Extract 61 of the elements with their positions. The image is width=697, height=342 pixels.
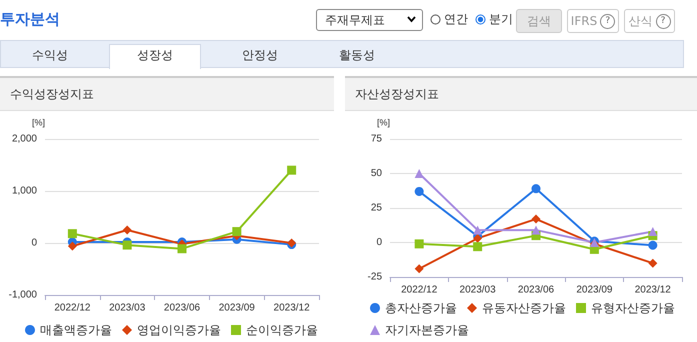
- x-tick-label: 2022/12: [401, 284, 438, 296]
- point: [532, 226, 540, 235]
- help-icon: ?: [656, 14, 670, 28]
- legend-label: 유동자산증가율: [482, 301, 566, 315]
- text: IFRS: [570, 14, 598, 28]
- y-tick-label: -25: [368, 272, 382, 282]
- point: [68, 242, 77, 251]
- legend-label: 유형자산증가율: [591, 301, 675, 315]
- x-tick-label: 2023/12: [634, 284, 672, 296]
- x-tick-label: 2022/12: [54, 302, 91, 314]
- point: [473, 226, 482, 235]
- point: [532, 184, 540, 194]
- x-tick-label: 2023/03: [460, 284, 496, 296]
- y-tick-label: -1,000: [8, 290, 38, 300]
- x-tick-label: 2023/09: [218, 302, 256, 314]
- y-tick-label: 25: [370, 202, 382, 214]
- legend-label: 총자산증가율: [385, 301, 457, 315]
- y-tick-label: 0: [31, 238, 38, 248]
- point: [178, 244, 186, 254]
- y-tick-label: 1,000: [12, 186, 38, 196]
- text: 투자분석: [0, 10, 60, 29]
- y-tick-label: 0: [376, 237, 382, 248]
- text: 주재무제표: [316, 9, 423, 31]
- y-tick-label: 50: [370, 168, 382, 179]
- text: 성장성: [136, 47, 174, 64]
- chart-title: 수익성장성지표: [0, 78, 334, 111]
- text: 안정성: [241, 47, 279, 64]
- y-axis-title: [%]: [32, 118, 45, 128]
- point: [648, 226, 658, 236]
- text: 검색: [516, 9, 562, 33]
- point: [232, 227, 242, 236]
- text: 분기: [489, 11, 513, 28]
- y-axis-title: [%]: [376, 118, 390, 128]
- x-tick-label: 2023/09: [576, 284, 613, 296]
- point: [414, 239, 424, 248]
- x-tick-label: 2023/12: [274, 302, 310, 314]
- text: 활동성: [338, 47, 376, 64]
- chart-title: 자산성장성지표: [345, 78, 697, 111]
- point: [414, 264, 424, 274]
- x-tick-label: 2023/06: [518, 284, 555, 296]
- point: [68, 229, 77, 238]
- y-tick-label: 2,000: [12, 134, 38, 144]
- legend-label: 순이익증가율: [246, 323, 318, 337]
- point: [473, 242, 482, 252]
- point: [648, 258, 658, 268]
- point: [648, 240, 658, 250]
- legend-label: 자기자본증가율: [385, 323, 469, 337]
- text: 수익성: [31, 47, 69, 64]
- text: 연간: [444, 11, 468, 28]
- help-icon: ?: [600, 14, 616, 28]
- point: [122, 240, 132, 250]
- legend-label: 영업이익증가율: [137, 323, 221, 337]
- point: [122, 226, 132, 234]
- point: [414, 186, 424, 196]
- legend-label: 매출액증가율: [40, 323, 112, 337]
- text: 산식: [628, 14, 652, 28]
- x-tick-label: 2023/03: [109, 302, 146, 314]
- point: [287, 166, 296, 175]
- point: [532, 214, 540, 224]
- x-tick-label: 2023/06: [164, 302, 201, 314]
- y-tick-label: 75: [370, 134, 382, 144]
